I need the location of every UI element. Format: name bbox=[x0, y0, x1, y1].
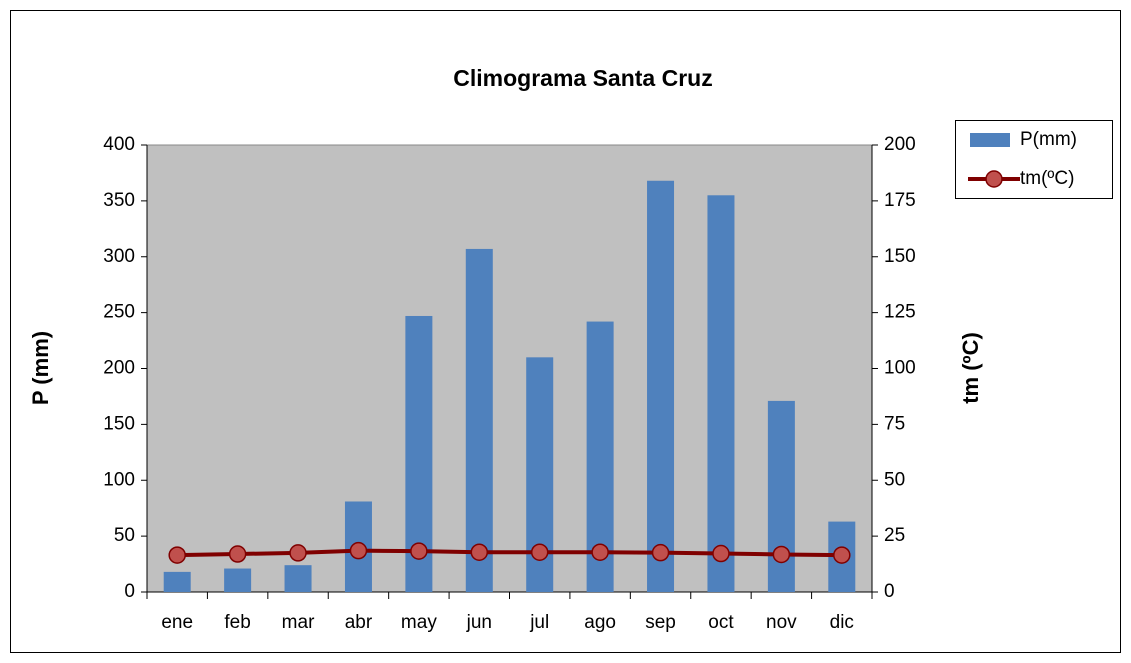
y2-tick-label: 75 bbox=[884, 413, 905, 434]
line-marker bbox=[349, 541, 368, 560]
bar bbox=[284, 565, 312, 592]
line-marker bbox=[651, 543, 670, 562]
y2-tick-label: 50 bbox=[884, 469, 905, 490]
y2-tick-label: 100 bbox=[884, 358, 916, 379]
y-tick-label: 250 bbox=[103, 302, 135, 323]
y2-tick-label: 150 bbox=[884, 246, 916, 267]
legend-swatch bbox=[970, 133, 1010, 147]
line-marker bbox=[712, 544, 730, 563]
line-marker bbox=[289, 544, 307, 562]
y-tick-label: 400 bbox=[103, 134, 135, 155]
line-marker bbox=[772, 545, 791, 564]
y2-tick-label: 25 bbox=[884, 525, 905, 546]
line-marker bbox=[530, 543, 549, 561]
y2-tick-label: 200 bbox=[884, 134, 916, 155]
chart-title: Climograma Santa Cruz bbox=[453, 65, 712, 91]
line-marker bbox=[833, 546, 851, 564]
line-marker bbox=[168, 546, 186, 564]
plot-area bbox=[146, 144, 873, 593]
x-tick-label: ago bbox=[584, 612, 616, 633]
y2-tick-label: 0 bbox=[884, 581, 895, 602]
x-tick-label: jul bbox=[529, 612, 549, 633]
y-tick-label: 150 bbox=[103, 413, 135, 434]
line-marker bbox=[228, 545, 247, 563]
y2-axis-title: tm (ºC) bbox=[958, 332, 983, 404]
x-tick-label: dic bbox=[830, 612, 854, 633]
x-tick-label: ene bbox=[161, 612, 193, 633]
x-tick-label: sep bbox=[645, 612, 676, 633]
bar bbox=[163, 571, 191, 592]
line-marker bbox=[591, 543, 609, 561]
bar bbox=[465, 248, 493, 593]
line-marker bbox=[470, 543, 489, 561]
legend-label: tm(ºC) bbox=[1020, 168, 1074, 189]
y-axis-title: P (mm) bbox=[28, 331, 53, 405]
legend-label: P(mm) bbox=[1020, 129, 1077, 150]
y2-tick-label: 175 bbox=[884, 190, 916, 211]
y-tick-label: 50 bbox=[114, 525, 135, 546]
x-tick-label: abr bbox=[345, 612, 373, 633]
y-tick-label: 350 bbox=[103, 190, 135, 211]
legend-swatch bbox=[985, 170, 1003, 188]
x-tick-label: may bbox=[401, 612, 437, 633]
y-tick-label: 100 bbox=[103, 469, 135, 490]
bar bbox=[224, 568, 252, 592]
x-tick-label: oct bbox=[708, 612, 734, 633]
x-tick-label: mar bbox=[282, 612, 315, 633]
bar bbox=[647, 180, 675, 592]
y-tick-label: 300 bbox=[103, 246, 135, 267]
x-tick-label: jun bbox=[466, 612, 492, 633]
x-tick-label: nov bbox=[766, 612, 797, 633]
y-tick-label: 200 bbox=[103, 358, 135, 379]
bar bbox=[767, 400, 795, 592]
line-marker bbox=[410, 542, 428, 560]
bar bbox=[707, 195, 735, 592]
y-tick-label: 0 bbox=[124, 581, 135, 602]
y2-tick-label: 125 bbox=[884, 302, 916, 323]
x-tick-label: feb bbox=[224, 612, 250, 633]
line bbox=[177, 548, 842, 558]
